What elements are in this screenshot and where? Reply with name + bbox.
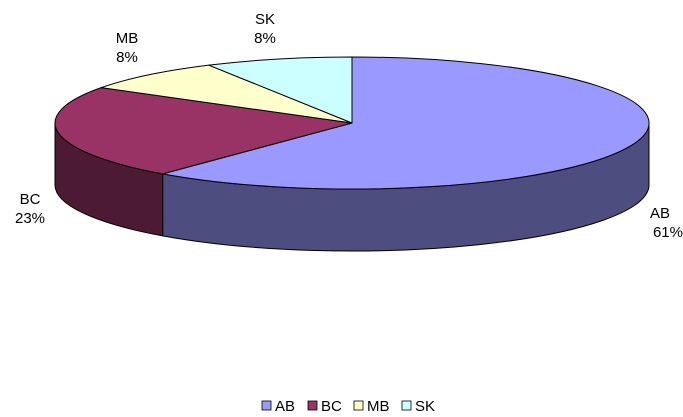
slice-label-bc-name: BC: [20, 191, 41, 208]
slice-label-mb-value: 8%: [116, 49, 138, 66]
legend-swatch-mb: [353, 400, 364, 411]
slice-label-mb-name: MB: [116, 30, 139, 47]
legend-swatch-sk: [401, 400, 412, 411]
legend-swatch-bc: [307, 400, 318, 411]
legend: AB BC MB SK: [261, 398, 435, 415]
pie-tops: [54, 56, 650, 190]
legend-label-sk: SK: [415, 398, 435, 415]
slice-label-bc-value: 23%: [15, 210, 45, 227]
slice-label-ab-name: AB: [650, 205, 670, 222]
legend-label-bc: BC: [321, 398, 342, 415]
legend-label-mb: MB: [367, 398, 390, 415]
pie-slice-sk: [208, 56, 353, 124]
legend-swatch-ab: [261, 400, 272, 411]
slice-label-sk-name: SK: [255, 11, 275, 28]
pie-slice-mb: [100, 64, 353, 124]
legend-label-ab: AB: [275, 398, 295, 415]
slice-label-sk-value: 8%: [254, 30, 276, 47]
pie-slice-ab: [162, 56, 650, 190]
pie-slice-bc: [54, 87, 353, 175]
slice-label-ab-value: 61%: [653, 224, 683, 241]
